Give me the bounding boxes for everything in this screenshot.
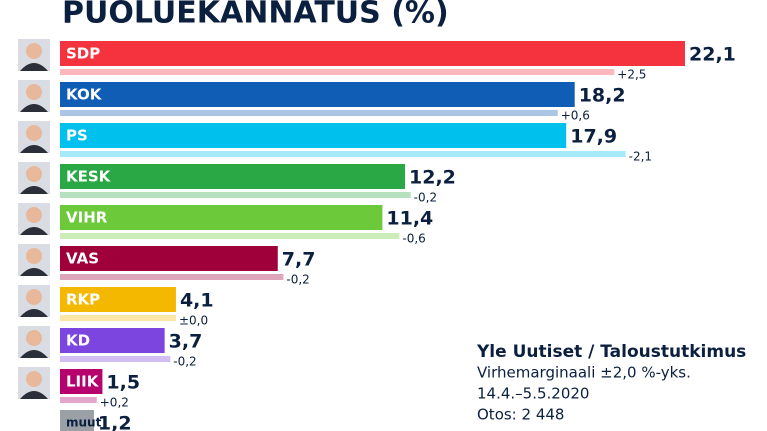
- change-label: +0,2: [100, 396, 129, 410]
- value-label: 12,2: [409, 167, 456, 189]
- value-label: 17,9: [570, 126, 617, 148]
- bar: [60, 123, 567, 148]
- chart-title: PUOLUEKANNATUS (%): [62, 0, 449, 31]
- change-label: -2,1: [629, 150, 652, 164]
- portrait-body: [20, 63, 48, 71]
- previous-bar: [60, 192, 411, 198]
- change-label: ±0,0: [179, 314, 208, 328]
- previous-bar: [60, 397, 97, 403]
- source-line: Virhemarginaali ±2,0 %-yks.: [477, 364, 691, 382]
- portrait-body: [20, 268, 48, 276]
- portrait-body: [20, 186, 48, 194]
- portrait-face: [26, 166, 42, 182]
- change-label: -0,2: [173, 355, 196, 369]
- bar-label: muut: [66, 416, 102, 430]
- value-label: 1,2: [98, 413, 132, 431]
- source-title: Yle Uutiset / Taloustutkimus: [476, 342, 746, 362]
- previous-bar: [60, 274, 284, 280]
- portrait-body: [20, 350, 48, 358]
- portrait-body: [20, 309, 48, 317]
- bar-label: RKP: [66, 291, 100, 309]
- bar: [60, 41, 685, 66]
- portrait-face: [26, 330, 42, 346]
- bar: [60, 369, 103, 394]
- value-label: 22,1: [689, 44, 736, 66]
- change-label: -0,2: [414, 191, 437, 205]
- previous-bar: [60, 233, 400, 239]
- bar-label: VAS: [66, 250, 99, 268]
- change-label: +0,6: [561, 109, 590, 123]
- source-line: 14.4.–5.5.2020: [477, 385, 589, 403]
- portrait-body: [20, 391, 48, 399]
- value-label: 11,4: [386, 208, 433, 230]
- bar-label: KD: [66, 332, 90, 350]
- bar-label: VIHR: [66, 209, 108, 227]
- bar: [60, 410, 94, 431]
- bar-label: LIIK: [66, 373, 100, 391]
- value-label: 18,2: [579, 85, 626, 107]
- portrait-face: [26, 371, 42, 387]
- portrait-body: [20, 104, 48, 112]
- portrait-face: [26, 207, 42, 223]
- bar-label: KESK: [66, 168, 112, 186]
- portrait-face: [26, 289, 42, 305]
- bar: [60, 82, 575, 107]
- bar-label: KOK: [66, 86, 103, 104]
- bar: [60, 287, 176, 312]
- bar: [60, 205, 383, 230]
- value-label: 7,7: [282, 249, 316, 271]
- bar: [60, 164, 406, 189]
- bar-label: PS: [66, 127, 88, 145]
- portrait-face: [26, 84, 42, 100]
- bar: [60, 246, 278, 271]
- portrait-face: [26, 43, 42, 59]
- portrait-body: [20, 145, 48, 153]
- previous-bar: [60, 151, 626, 157]
- source-line: Otos: 2 448: [477, 406, 564, 424]
- portrait-face: [26, 125, 42, 141]
- bar: [60, 328, 165, 353]
- portrait-body: [20, 227, 48, 235]
- previous-bar: [60, 356, 171, 362]
- change-label: +2,5: [617, 68, 646, 82]
- change-label: -0,6: [402, 232, 425, 246]
- previous-bar: [60, 110, 558, 116]
- change-label: -0,2: [286, 273, 309, 287]
- value-label: 4,1: [180, 290, 214, 312]
- value-label: 1,5: [106, 372, 140, 394]
- portrait-face: [26, 248, 42, 264]
- bar-label: SDP: [66, 45, 100, 63]
- previous-bar: [60, 69, 615, 75]
- value-label: 3,7: [169, 331, 203, 353]
- previous-bar: [60, 315, 176, 321]
